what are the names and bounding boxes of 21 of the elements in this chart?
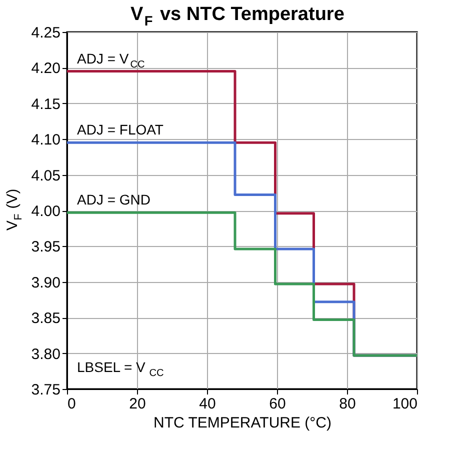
y-tick-label: 4.15: [31, 96, 60, 113]
y-tick-label: 4.00: [31, 203, 60, 220]
x-tick-label: 40: [199, 396, 216, 412]
y-tick-label: 4.25: [31, 24, 60, 42]
x-axis-title: NTC TEMPERATURE (°C): [154, 414, 332, 432]
y-axis-title: VF (V): [4, 188, 24, 230]
x-tick-label: 80: [339, 396, 356, 412]
y-tick-label: 3.90: [31, 274, 60, 292]
x-tick-label: 100: [392, 396, 418, 412]
y-tick-label: 4.10: [31, 132, 60, 149]
x-tick-label: 20: [129, 396, 146, 412]
x-tick-label: 0: [68, 396, 76, 412]
y-tick-label: 3.75: [31, 382, 60, 398]
x-tick-label: 60: [269, 396, 286, 412]
y-tick-label: 3.95: [31, 238, 60, 256]
y-tick-label: 4.05: [31, 167, 60, 184]
y-tick-label: 3.85: [31, 310, 60, 328]
series-label: ADJ = FLOAT: [77, 122, 164, 138]
y-tick-label: 3.80: [31, 346, 60, 363]
y-tick-label: 4.20: [31, 60, 60, 78]
series-label: ADJ = GND: [77, 192, 151, 208]
